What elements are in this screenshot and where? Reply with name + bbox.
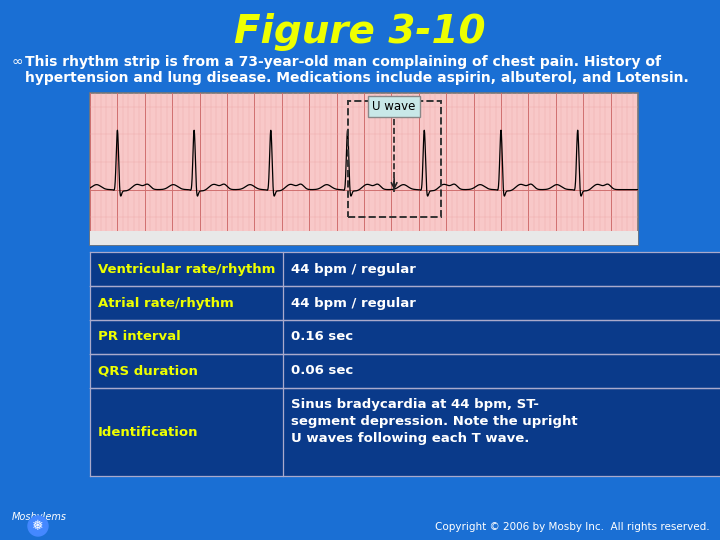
Bar <box>90 231 638 245</box>
Bar <box>90 354 720 388</box>
Text: U wave: U wave <box>372 100 416 113</box>
Bar <box>90 252 720 286</box>
Bar <box>348 102 441 217</box>
Bar <box>90 388 720 476</box>
Text: 0.16 sec: 0.16 sec <box>291 330 353 343</box>
Bar <box>90 320 720 354</box>
Text: MosbyJems: MosbyJems <box>12 512 67 522</box>
Text: Sinus bradycardia at 44 bpm, ST-
segment depression. Note the upright
U waves fo: Sinus bradycardia at 44 bpm, ST- segment… <box>291 398 577 445</box>
Text: ∞: ∞ <box>12 55 24 69</box>
Bar <box>90 93 638 245</box>
Text: PR interval: PR interval <box>98 330 181 343</box>
Text: 44 bpm / regular: 44 bpm / regular <box>291 296 416 309</box>
Text: QRS duration: QRS duration <box>98 364 198 377</box>
Text: hypertension and lung disease. Medications include aspirin, albuterol, and Loten: hypertension and lung disease. Medicatio… <box>25 71 689 85</box>
Text: Copyright © 2006 by Mosby Inc.  All rights reserved.: Copyright © 2006 by Mosby Inc. All right… <box>436 522 710 532</box>
Text: ❅: ❅ <box>32 519 44 533</box>
Text: Atrial rate/rhythm: Atrial rate/rhythm <box>98 296 234 309</box>
Circle shape <box>28 516 48 536</box>
Text: This rhythm strip is from a 73-year-old man complaining of chest pain. History o: This rhythm strip is from a 73-year-old … <box>25 55 661 69</box>
Text: 44 bpm / regular: 44 bpm / regular <box>291 262 416 275</box>
Text: Ventricular rate/rhythm: Ventricular rate/rhythm <box>98 262 275 275</box>
Text: Identification: Identification <box>98 426 199 438</box>
Bar <box>90 286 720 320</box>
Text: 0.06 sec: 0.06 sec <box>291 364 354 377</box>
Text: Figure 3-10: Figure 3-10 <box>234 13 486 51</box>
